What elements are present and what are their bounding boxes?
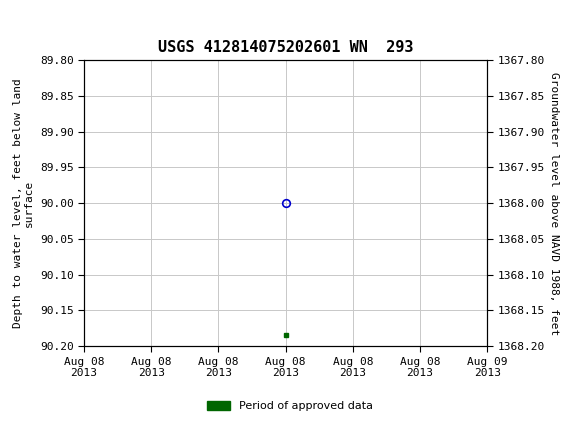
Y-axis label: Groundwater level above NAVD 1988, feet: Groundwater level above NAVD 1988, feet bbox=[549, 71, 559, 335]
Y-axis label: Depth to water level, feet below land
surface: Depth to water level, feet below land su… bbox=[13, 78, 34, 328]
Text: USGS: USGS bbox=[38, 13, 85, 28]
Legend: Period of approved data: Period of approved data bbox=[203, 397, 377, 416]
Title: USGS 412814075202601 WN  293: USGS 412814075202601 WN 293 bbox=[158, 40, 414, 55]
